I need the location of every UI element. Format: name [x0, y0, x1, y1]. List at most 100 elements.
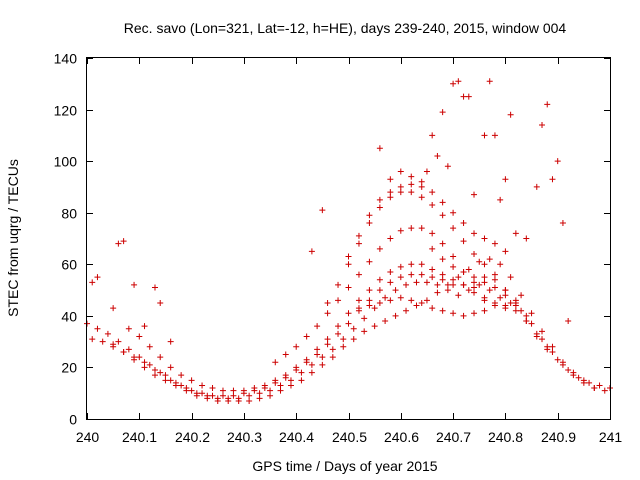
data-point [366, 220, 373, 227]
data-point [329, 354, 336, 361]
data-point [361, 315, 368, 322]
chart-title: Rec. savo (Lon=321, Lat=-12, h=HE), days… [124, 20, 567, 36]
y-tick-label: 20 [61, 360, 77, 376]
data-point [345, 261, 352, 268]
data-point [439, 109, 446, 116]
data-point [314, 346, 321, 353]
data-point [439, 199, 446, 206]
data-point [146, 343, 153, 350]
data-point [350, 325, 357, 332]
data-point [418, 299, 425, 306]
data-point [355, 271, 362, 278]
data-point [324, 336, 331, 343]
data-point [178, 372, 185, 379]
data-point [544, 101, 551, 108]
data-point [293, 343, 300, 350]
data-point [256, 395, 263, 402]
data-point [230, 392, 237, 399]
data-point [455, 78, 462, 85]
data-point [397, 263, 404, 270]
y-tick-label: 40 [61, 309, 77, 325]
data-point [580, 377, 587, 384]
data-point [408, 225, 415, 232]
y-tick-label: 0 [69, 412, 77, 428]
data-point [471, 279, 478, 286]
data-point [486, 78, 493, 85]
data-point [591, 385, 598, 392]
data-point [392, 287, 399, 294]
data-point [512, 299, 519, 306]
data-point [382, 294, 389, 301]
data-point [429, 245, 436, 252]
data-point [308, 248, 315, 255]
data-point [335, 297, 342, 304]
data-point [455, 292, 462, 299]
data-point [559, 359, 566, 366]
data-point [355, 232, 362, 239]
data-point [131, 281, 138, 288]
data-point [429, 230, 436, 237]
data-point [486, 287, 493, 294]
data-point [434, 152, 441, 159]
x-tick-label: 240.4 [279, 429, 314, 445]
data-point [397, 274, 404, 281]
data-point [549, 176, 556, 183]
data-point [188, 387, 195, 394]
data-point [507, 299, 514, 306]
data-point [476, 258, 483, 265]
data-point [439, 212, 446, 219]
data-point [450, 263, 457, 270]
data-point [518, 307, 525, 314]
data-point [481, 261, 488, 268]
data-point [282, 351, 289, 358]
data-point [502, 292, 509, 299]
data-point [387, 194, 394, 201]
data-point [397, 227, 404, 234]
data-point [450, 276, 457, 283]
data-point [533, 183, 540, 190]
data-point [476, 281, 483, 288]
data-point [329, 346, 336, 353]
data-point [350, 336, 357, 343]
data-point [491, 271, 498, 278]
data-point [314, 323, 321, 330]
data-point [429, 132, 436, 139]
data-point [157, 369, 164, 376]
data-point [146, 361, 153, 368]
data-point [491, 284, 498, 291]
x-tick-label: 241 [599, 429, 623, 445]
data-point [298, 377, 305, 384]
data-point [439, 276, 446, 283]
data-point [460, 93, 467, 100]
data-point [277, 387, 284, 394]
data-point [539, 328, 546, 335]
data-point [151, 284, 158, 291]
data-point [157, 299, 164, 306]
data-point [125, 325, 132, 332]
data-point [481, 274, 488, 281]
data-point [450, 80, 457, 87]
data-point [502, 302, 509, 309]
data-point [355, 305, 362, 312]
data-point [497, 261, 504, 268]
data-point [115, 338, 122, 345]
data-point [376, 299, 383, 306]
data-point [199, 382, 206, 389]
data-point [303, 356, 310, 363]
data-point [167, 338, 174, 345]
data-point [151, 372, 158, 379]
x-tick-label: 240.5 [332, 429, 367, 445]
data-point [246, 397, 253, 404]
data-point [136, 354, 143, 361]
data-point [460, 238, 467, 245]
data-point [418, 194, 425, 201]
data-point [439, 240, 446, 247]
data-point [366, 297, 373, 304]
data-point [429, 274, 436, 281]
data-point [434, 289, 441, 296]
data-point [418, 271, 425, 278]
data-point [601, 387, 608, 394]
data-point [267, 387, 274, 394]
data-point [136, 333, 143, 340]
data-point [199, 390, 206, 397]
